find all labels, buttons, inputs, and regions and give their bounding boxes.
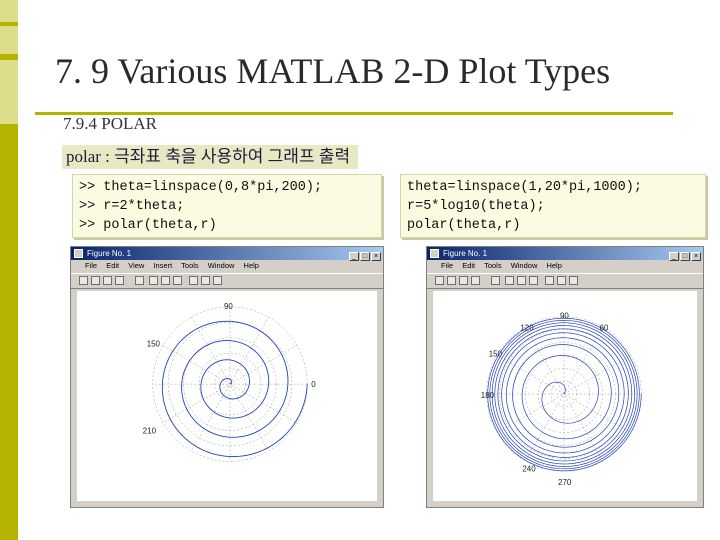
save-icon[interactable] (103, 276, 112, 285)
sidebar-accent (0, 0, 18, 540)
matlab-figure-icon (74, 249, 83, 258)
insert-arrow-icon[interactable] (517, 276, 526, 285)
insert-line-icon[interactable] (529, 276, 538, 285)
code-box-left: >> theta=linspace(0,8*pi,200); >> r=2*th… (72, 174, 382, 238)
menu-edit[interactable]: Edit (106, 261, 120, 270)
menu-help[interactable]: Help (243, 261, 259, 270)
window-titlebar[interactable]: Figure No. 1 _ □ × (71, 247, 383, 261)
maximize-button[interactable]: □ (680, 252, 690, 261)
figure-toolbar (71, 273, 383, 289)
open-file-icon[interactable] (91, 276, 100, 285)
polar-description: polar : 극좌표 축을 사용하여 그래프 출력 (62, 145, 359, 169)
rotate-icon[interactable] (213, 276, 222, 285)
figure-window-right[interactable]: Figure No. 1 _ □ × File Edit Tools Window … (426, 246, 704, 508)
open-file-icon[interactable] (447, 276, 456, 285)
new-figure-icon[interactable] (435, 276, 444, 285)
maximize-button[interactable]: □ (360, 252, 370, 261)
minimize-button[interactable]: _ (349, 252, 359, 261)
menu-file[interactable]: File (441, 261, 454, 270)
angle-label-210: 210 (143, 427, 157, 436)
close-button[interactable]: × (691, 252, 701, 261)
print-icon[interactable] (471, 276, 480, 285)
angle-label-90: 90 (224, 302, 233, 311)
insert-line-icon[interactable] (173, 276, 182, 285)
log-spiral-curve (487, 317, 642, 472)
window-titlebar[interactable]: Figure No. 1 _ □ × (427, 247, 703, 261)
edit-plot-arrow-icon[interactable] (135, 276, 144, 285)
code-line: >> theta=linspace(0,8*pi,200); (79, 180, 323, 195)
window-title: Figure No. 1 (443, 249, 488, 258)
menu-bar: File Edit Tools Window Help (427, 260, 703, 272)
spiral-curve (161, 320, 308, 458)
menu-tools[interactable]: Tools (484, 261, 502, 270)
figure-toolbar (427, 273, 703, 289)
polar-plot-left: 90 150 0 210 (143, 302, 316, 462)
figure-window-left[interactable]: Figure No. 1 _ □ × File Edit View Insert T… (70, 246, 384, 508)
insert-arrow-icon[interactable] (161, 276, 170, 285)
polar-plot-right: 90 120 60 150 180 240 270 (481, 312, 642, 487)
edit-plot-arrow-icon[interactable] (491, 276, 500, 285)
rotate-icon[interactable] (569, 276, 578, 285)
zoom-out-icon[interactable] (201, 276, 210, 285)
polar-plot-area[interactable]: 90 120 60 150 180 240 270 (433, 291, 697, 501)
matlab-figure-icon (430, 249, 439, 258)
angle-label-150: 150 (489, 349, 503, 358)
new-figure-icon[interactable] (79, 276, 88, 285)
menu-window[interactable]: Window (207, 261, 235, 270)
title-underline (35, 112, 673, 115)
code-line: r=5*log10(theta); (407, 199, 545, 214)
angle-label-150: 150 (147, 339, 161, 348)
section-heading: 7.9.4 POLAR (63, 114, 157, 133)
code-line: theta=linspace(1,20*pi,1000); (407, 180, 642, 195)
menu-tools[interactable]: Tools (181, 261, 199, 270)
menu-view[interactable]: View (128, 261, 145, 270)
code-line: >> r=2*theta; (79, 199, 185, 214)
zoom-out-icon[interactable] (557, 276, 566, 285)
zoom-in-icon[interactable] (189, 276, 198, 285)
code-box-right: theta=linspace(1,20*pi,1000); r=5*log10(… (400, 174, 706, 238)
angle-label-270: 270 (558, 478, 572, 487)
print-icon[interactable] (115, 276, 124, 285)
polar-plot-area[interactable]: 90 150 0 210 (77, 291, 377, 501)
angle-label-120: 120 (520, 324, 534, 333)
minimize-button[interactable]: _ (669, 252, 679, 261)
grid-spoke (525, 326, 603, 462)
menu-bar: File Edit View Insert Tools Window Help (71, 260, 383, 272)
menu-file[interactable]: File (85, 261, 98, 270)
menu-edit[interactable]: Edit (462, 261, 476, 270)
angle-label-0: 0 (311, 380, 316, 389)
code-line: polar(theta,r) (407, 218, 521, 233)
menu-insert[interactable]: Insert (153, 261, 173, 270)
insert-text-icon[interactable] (505, 276, 514, 285)
angle-label-90: 90 (560, 312, 569, 321)
close-button[interactable]: × (371, 252, 381, 261)
angle-label-240: 240 (522, 464, 536, 473)
polar-grid (152, 306, 308, 462)
menu-help[interactable]: Help (546, 261, 562, 270)
zoom-in-icon[interactable] (545, 276, 554, 285)
window-title: Figure No. 1 (87, 249, 132, 258)
slide-title: 7. 9 Various MATLAB 2-D Plot Types (55, 51, 611, 91)
save-icon[interactable] (459, 276, 468, 285)
insert-text-icon[interactable] (149, 276, 158, 285)
angle-label-60: 60 (600, 324, 609, 333)
code-line: >> polar(theta,r) (79, 218, 217, 233)
menu-window[interactable]: Window (510, 261, 538, 270)
angle-label-180: 180 (481, 391, 495, 400)
